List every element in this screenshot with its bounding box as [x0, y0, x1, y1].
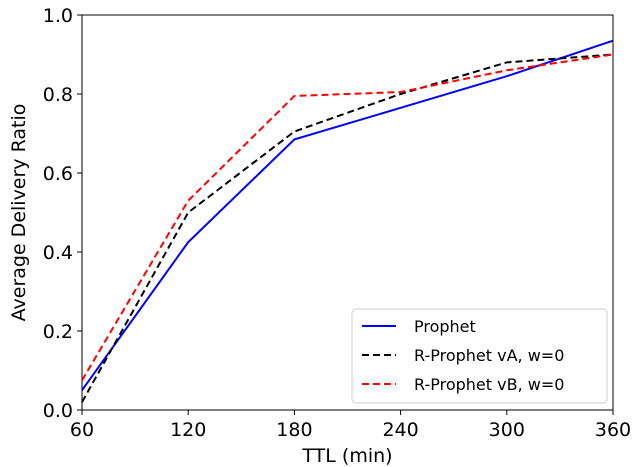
y-tick-label: 0.6: [43, 163, 73, 185]
legend-box: [351, 308, 608, 404]
series-line-3: [81, 53, 614, 381]
x-axis: 60 120 180 240 300 360: [70, 410, 631, 441]
x-tick-label: 180: [276, 419, 312, 441]
series-line-1: [81, 39, 614, 391]
x-tick-label: 360: [595, 419, 631, 441]
y-tick-label: 0.8: [43, 84, 73, 106]
axes-border: [81, 14, 614, 411]
plot-area: [81, 39, 614, 403]
legend-label: R-Prophet vA, w=0: [414, 346, 564, 365]
y-tick-label: 0.4: [43, 242, 73, 264]
x-tick-label: 300: [489, 419, 525, 441]
series-line-2: [81, 53, 614, 403]
x-axis-label: TTL (min): [301, 445, 392, 467]
legend: Prophet R-Prophet vA, w=0 R-Prophet vB, w=…: [351, 308, 608, 404]
x-tick-label: 60: [70, 419, 94, 441]
axes-frame: [81, 14, 614, 411]
legend-label: R-Prophet vB, w=0: [414, 375, 564, 394]
x-tick-label: 240: [382, 419, 418, 441]
legend-label: Prophet: [414, 317, 476, 336]
y-axis-label: Average Delivery Ratio: [8, 104, 30, 322]
x-tick-label: 120: [170, 419, 206, 441]
y-tick-label: 1.0: [43, 5, 73, 27]
y-tick-label: 0.0: [43, 400, 73, 422]
y-axis: 0.0 0.2 0.4 0.6 0.8 1.0: [43, 5, 82, 422]
y-tick-label: 0.2: [43, 321, 73, 343]
